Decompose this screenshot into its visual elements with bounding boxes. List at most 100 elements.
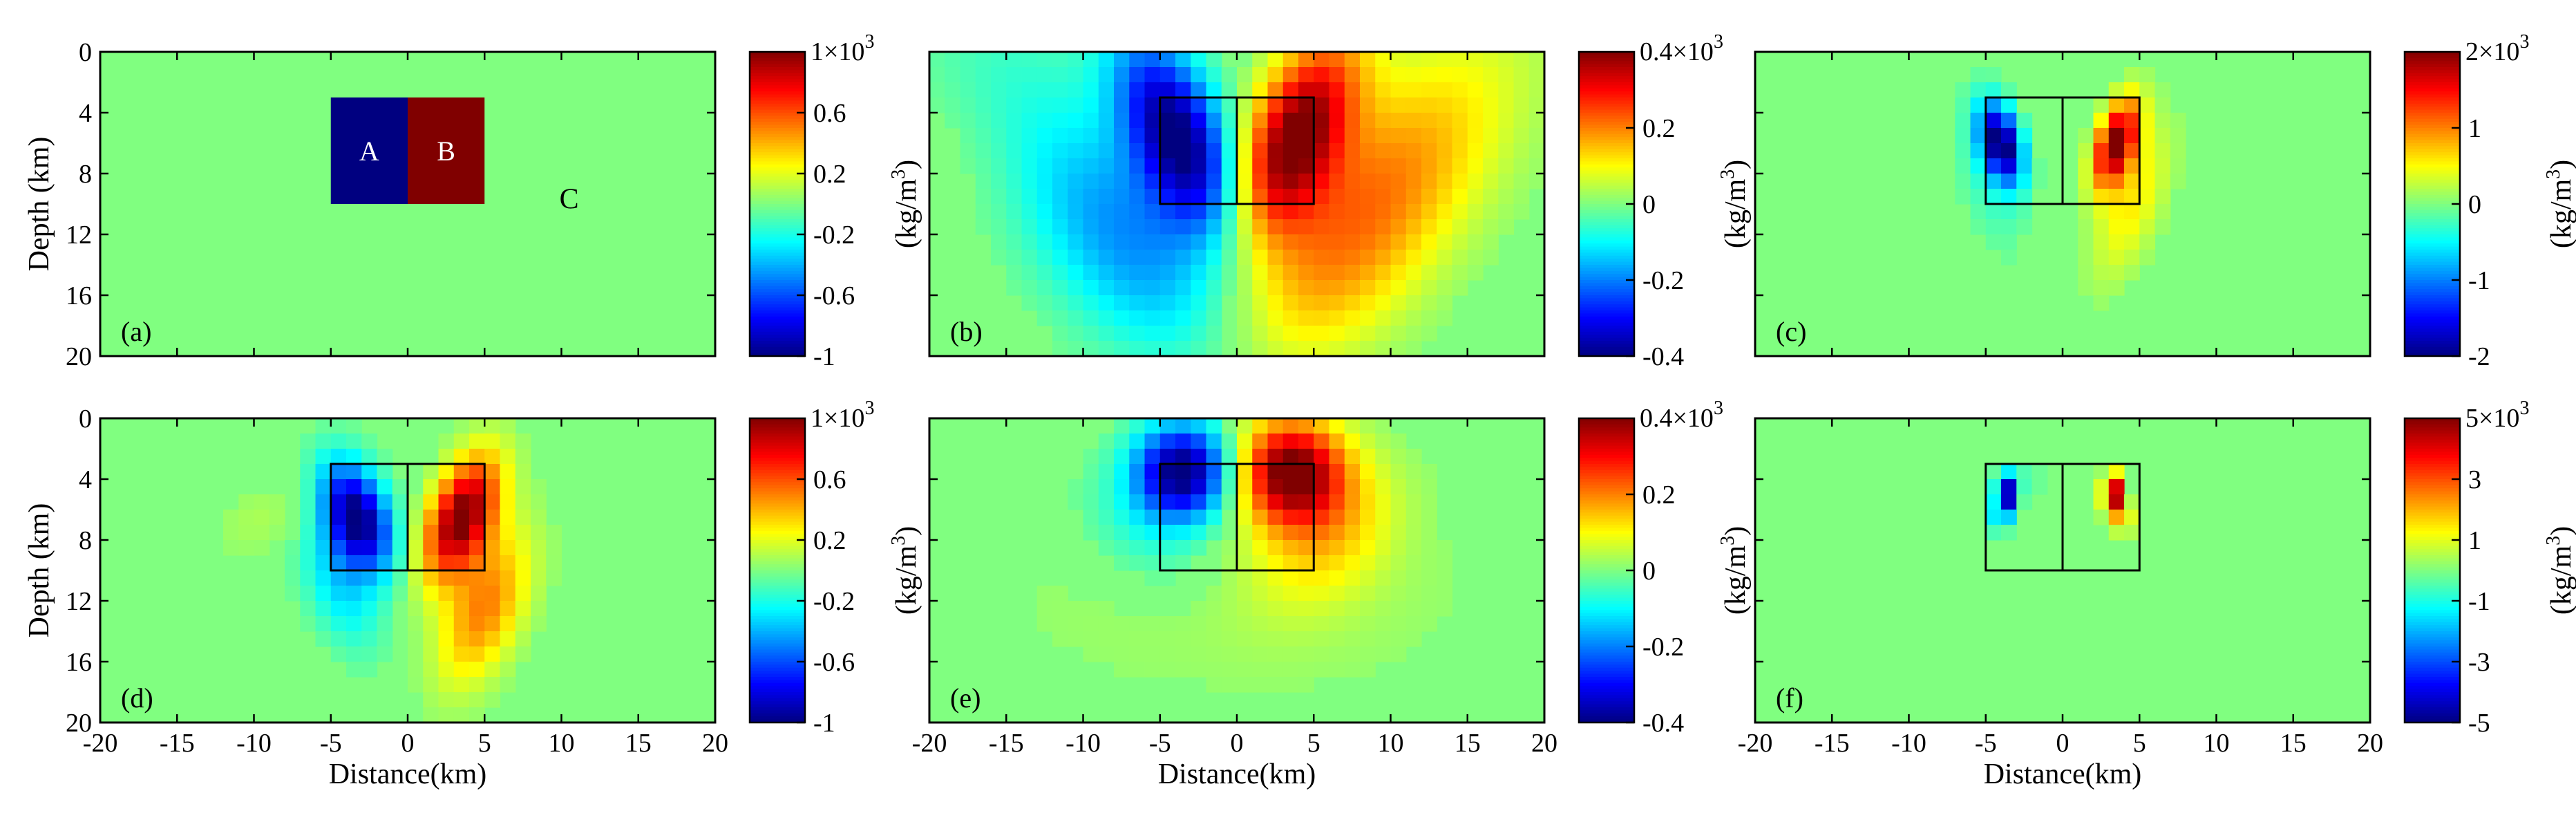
- colorbar-band: [1579, 540, 1634, 543]
- colorbar-band: [750, 686, 805, 690]
- field-cell: [1175, 189, 1191, 205]
- colorbar-band: [2405, 601, 2460, 604]
- field-cell: [1191, 219, 1207, 235]
- colorbar-band: [1579, 449, 1634, 452]
- field-cell: [1114, 143, 1130, 159]
- field-cell: [469, 616, 485, 632]
- colorbar-band: [1579, 613, 1634, 617]
- colorbar-band: [1579, 695, 1634, 699]
- field-cell: [1314, 494, 1330, 510]
- colorbar-band: [1579, 277, 1634, 281]
- field-cell: [1513, 158, 1530, 174]
- field-cell: [1052, 143, 1068, 159]
- field-cell: [1421, 250, 1437, 265]
- field-cell: [1329, 67, 1345, 83]
- colorbar-tick-label: 0: [2468, 190, 2481, 219]
- field-cell: [361, 555, 378, 571]
- field-cell: [1191, 434, 1207, 449]
- colorbar-band: [1579, 231, 1634, 235]
- y-tick-label: 12: [66, 221, 92, 250]
- field-cell: [1329, 434, 1345, 449]
- colorbar-band: [750, 637, 805, 641]
- field-cell: [515, 540, 531, 556]
- colorbar-band: [750, 512, 805, 516]
- colorbar-tick-label: -5: [2468, 709, 2490, 738]
- field-cell: [1129, 82, 1146, 98]
- field-cell: [1421, 280, 1437, 296]
- field-cell: [1467, 189, 1484, 205]
- field-cell: [1237, 189, 1253, 205]
- field-cell: [484, 434, 501, 449]
- field-cell: [1513, 52, 1530, 68]
- field-cell: [1528, 143, 1545, 159]
- panel-label: (a): [121, 316, 151, 347]
- field-cell: [1206, 128, 1222, 144]
- colorbar-band: [2405, 292, 2460, 296]
- field-cell: [1068, 82, 1084, 98]
- field-cell: [1252, 525, 1269, 541]
- field-cell: [1068, 280, 1084, 296]
- field-cell: [1083, 234, 1099, 250]
- colorbar-band: [750, 458, 805, 462]
- field-cell: [2154, 128, 2171, 144]
- field-cell: [1282, 158, 1299, 174]
- field-cell: [1006, 52, 1023, 68]
- field-cell: [1144, 67, 1161, 83]
- field-cell: [1298, 52, 1314, 68]
- field-cell: [1421, 494, 1437, 510]
- field-cell: [1221, 234, 1238, 250]
- field-cell: [1329, 189, 1345, 205]
- field-cell: [1282, 555, 1299, 571]
- field-cell: [484, 418, 501, 434]
- field-cell: [1114, 510, 1130, 525]
- field-cell: [1191, 67, 1207, 83]
- colorbar-band: [750, 525, 805, 528]
- colorbar-band: [750, 100, 805, 104]
- colorbar-band: [1579, 467, 1634, 471]
- colorbar-band: [1579, 240, 1634, 244]
- colorbar-band: [2405, 295, 2460, 299]
- field-cell: [1985, 174, 2002, 189]
- field-cell: [1144, 479, 1161, 495]
- field-cell: [1098, 341, 1115, 357]
- field-cell: [960, 52, 976, 68]
- field-cell: [1175, 479, 1191, 495]
- field-cell: [1282, 250, 1299, 265]
- colorbar-band: [1579, 250, 1634, 253]
- field-cell: [1175, 310, 1191, 326]
- field-cell: [2170, 174, 2186, 189]
- colorbar-band: [2405, 225, 2460, 229]
- field-cell: [1375, 631, 1392, 647]
- x-tick-label: -15: [1815, 729, 1850, 758]
- colorbar-band: [750, 537, 805, 541]
- x-tick-label: -15: [160, 729, 195, 758]
- field-cell: [1344, 418, 1361, 434]
- colorbar-band: [2405, 588, 2460, 593]
- field-cell: [960, 67, 976, 83]
- field-cell: [1421, 555, 1437, 571]
- field-cell: [1036, 586, 1053, 602]
- field-cell: [1329, 586, 1345, 602]
- field-cell: [1360, 158, 1376, 174]
- field-cell: [1021, 143, 1038, 159]
- field-cell: [1267, 525, 1284, 541]
- field-cell: [1421, 158, 1437, 174]
- field-cell: [1498, 204, 1515, 220]
- field-cell: [315, 631, 332, 647]
- field-cell: [1144, 128, 1161, 144]
- field-cell: [1237, 280, 1253, 296]
- field-cell: [1483, 113, 1499, 129]
- field-cell: [469, 434, 485, 449]
- colorbar-band: [1579, 164, 1634, 168]
- field-cell: [392, 494, 408, 510]
- field-cell: [1375, 265, 1392, 281]
- field-cell: [1237, 616, 1253, 632]
- field-cell: [1360, 204, 1376, 220]
- colorbar-band: [750, 649, 805, 653]
- field-cell: [1437, 128, 1453, 144]
- field-cell: [1452, 174, 1468, 189]
- field-cell: [1390, 631, 1407, 647]
- field-cell: [1206, 494, 1222, 510]
- field-cell: [500, 662, 516, 678]
- field-cell: [1098, 189, 1115, 205]
